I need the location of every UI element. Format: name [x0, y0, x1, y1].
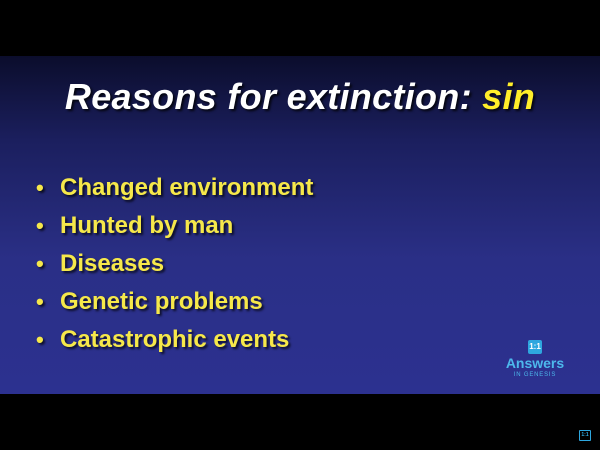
bullet-dot: •: [36, 213, 44, 238]
answers-in-genesis-logo: 1:1 Answers IN GENESIS: [500, 340, 570, 386]
title-accent: sin: [482, 76, 536, 117]
bullet-dot: •: [36, 251, 44, 276]
bullet-item: • Changed environment: [36, 169, 313, 207]
slide-title: Reasons for extinction: sin: [0, 76, 600, 118]
bullet-item: • Catastrophic events: [36, 321, 313, 359]
letterbox-bottom: [0, 394, 600, 450]
logo-badge-icon: 1:1: [528, 340, 542, 354]
corner-logo-icon: 1:1: [579, 430, 591, 441]
bullet-text: Genetic problems: [60, 288, 263, 315]
bullet-list: • Changed environment • Hunted by man • Dis…: [36, 169, 313, 359]
bullet-item: • Diseases: [36, 245, 313, 283]
logo-subtitle: IN GENESIS: [513, 372, 557, 378]
slide: Reasons for extinction: sin • Changed env…: [0, 56, 600, 394]
bullet-text: Hunted by man: [60, 212, 234, 239]
bullet-item: • Genetic problems: [36, 283, 313, 321]
bullet-text: Catastrophic events: [60, 326, 290, 353]
bullet-dot: •: [36, 327, 44, 352]
bullet-item: • Hunted by man: [36, 207, 313, 245]
bullet-dot: •: [36, 175, 44, 200]
logo-name: Answers: [505, 355, 565, 371]
letterbox-top: [0, 0, 600, 56]
bullet-text: Diseases: [60, 250, 165, 277]
bullet-dot: •: [36, 289, 44, 314]
title-main: Reasons for extinction:: [64, 76, 483, 117]
bullet-text: Changed environment: [60, 174, 314, 201]
